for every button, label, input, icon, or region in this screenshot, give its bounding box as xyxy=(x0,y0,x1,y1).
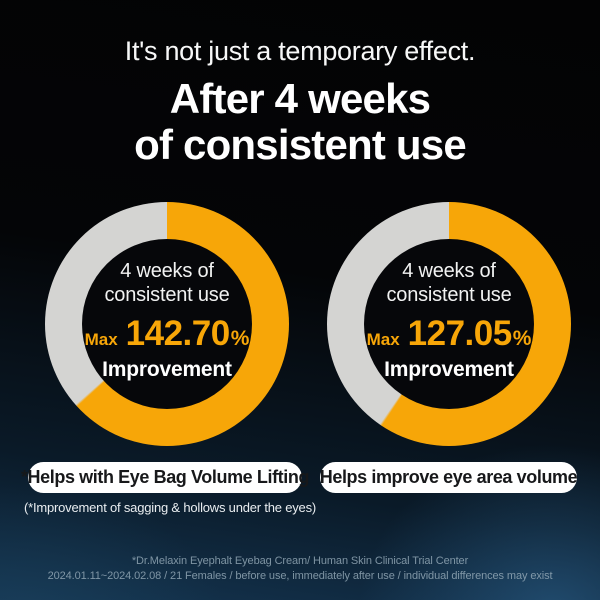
donut-label-line2: consistent use xyxy=(104,283,230,306)
donut-center-text: 4 weeks of consistent use Max 127.05 % I… xyxy=(327,198,571,442)
disclaimer-line1: *Dr.Melaxin Eyephalt Eyebag Cream/ Human… xyxy=(131,555,469,567)
headline-subtitle: It's not just a temporary effect. xyxy=(124,36,476,66)
footnote-text: (*Improvement of sagging & hollows under… xyxy=(23,500,317,515)
disclaimer-text: *Dr.Melaxin Eyephalt Eyebag Cream/ Human… xyxy=(0,554,600,584)
disclaimer-line2: 2024.01.11~2024.02.08 / 21 Females / bef… xyxy=(47,570,553,582)
donut-value-row: Max 127.05 % xyxy=(367,314,532,354)
max-prefix-label: Max xyxy=(84,329,118,349)
percent-sign: % xyxy=(230,326,250,350)
improvement-label: Improvement xyxy=(102,357,232,381)
donut-hole xyxy=(364,239,534,409)
donut-label-line1: 4 weeks of xyxy=(402,259,496,282)
donut-chart-eye-bag-lifting: 4 weeks of consistent use Max 142.70 % I… xyxy=(45,202,289,446)
improvement-label: Improvement xyxy=(384,357,514,381)
headline-title: After 4 weeks of consistent use xyxy=(0,76,600,168)
donut-chart-eye-area-volume: 4 weeks of consistent use Max 127.05 % I… xyxy=(327,202,571,446)
headline-title-line1: After 4 weeks xyxy=(169,75,431,122)
max-prefix-label: Max xyxy=(366,329,400,349)
headline-title-line2: of consistent use xyxy=(134,121,467,168)
percent-sign: % xyxy=(512,326,532,350)
donut-value: 142.70 xyxy=(125,313,231,353)
donut-hole xyxy=(82,239,252,409)
donut-value: 127.05 xyxy=(407,313,513,353)
donut-center-text: 4 weeks of consistent use Max 142.70 % I… xyxy=(45,198,289,442)
donut-value-row: Max 142.70 % xyxy=(85,314,250,354)
donut-label-line1: 4 weeks of xyxy=(120,259,214,282)
donut-label-line2: consistent use xyxy=(386,283,512,306)
benefit-badge-eye-area-volume: Helps improve eye area volume xyxy=(320,462,578,493)
benefit-badge-eye-bag-lifting: *Helps with Eye Bag Volume Lifting xyxy=(21,462,309,493)
